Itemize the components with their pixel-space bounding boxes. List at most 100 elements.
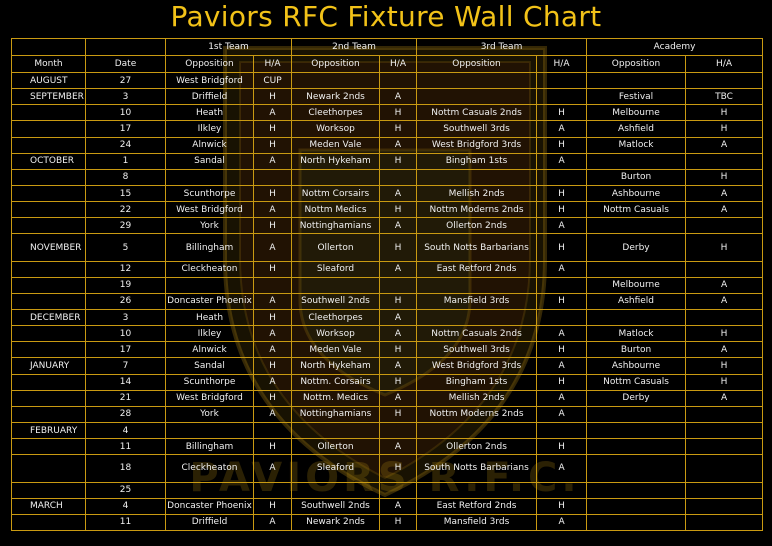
- first-team-opposition-cell: York: [165, 405, 254, 424]
- first-team-ha-cell: H: [253, 357, 292, 375]
- second-team-opposition-cell: Southwell 2nds: [291, 497, 380, 515]
- fixture-row: 14 Scunthorpe A Nottm. Corsairs H Bingham 1st…: [11, 373, 764, 391]
- fixture-row: SEPTEMBER 3 Driffield H Newark 2nds A Festival…: [11, 88, 764, 106]
- second-team-opposition-cell: Worksop: [291, 120, 380, 138]
- academy-opposition-cell: [586, 405, 687, 424]
- date-cell: 17: [85, 341, 166, 359]
- second-team-opposition-cell: [291, 481, 380, 499]
- second-team-ha-cell: H: [378, 454, 418, 483]
- second-team-opposition-cell: Nottm Medics: [291, 201, 380, 219]
- second-team-opposition-cell: Cleethorpes: [291, 309, 380, 327]
- first-team-opposition-cell: [165, 276, 254, 294]
- third-team-opposition-cell: Nottm Moderns 2nds: [416, 201, 538, 219]
- fixture-row: 28 York A Nottinghamians H Nottm Moderns 2nds…: [11, 405, 764, 424]
- third-team-ha-cell: H: [536, 104, 588, 122]
- fixture-row: OCTOBER 1 Sandal A North Hykeham H Bingham 1st…: [11, 152, 764, 170]
- first-team-opposition-cell: West Bridgford: [165, 201, 254, 219]
- third-team-opposition-cell: [416, 71, 538, 90]
- date-cell: 11: [85, 513, 166, 532]
- academy-opposition-cell: Nottm Casuals: [586, 201, 687, 219]
- first-team-opposition-cell: Billingham: [165, 438, 254, 456]
- fixture-row: NOVEMBER 5 Billingham A Ollerton H South Notts…: [11, 233, 764, 262]
- third-team-opposition-cell: Bingham 1sts: [416, 152, 538, 170]
- second-team-ha-cell: A: [378, 136, 418, 154]
- second-team-opposition-cell: Sleaford: [291, 260, 380, 278]
- academy-ha-cell: A: [685, 292, 764, 311]
- second-team-ha-cell: A: [378, 389, 418, 407]
- third-team-ha-cell: A: [536, 260, 588, 278]
- month-cell: [11, 373, 86, 391]
- date-cell: 19: [85, 276, 166, 294]
- academy-ha-cell: [685, 260, 764, 278]
- academy-ha-cell: [685, 438, 764, 456]
- third-team-ha-cell: H: [536, 233, 588, 262]
- second-team-ha-cell: A: [378, 497, 418, 515]
- third-team-ha-cell: A: [536, 120, 588, 138]
- second-team-opposition-cell: [291, 422, 380, 440]
- fixture-row: 22 West Bridgford A Nottm Medics H Nottm Mode…: [11, 201, 764, 219]
- fixture-rows: AUGUST 27 West Bridgford CUP SEPTEMBER 3 Driff…: [11, 71, 764, 532]
- second-team-ha-cell: A: [378, 88, 418, 106]
- fixture-row: 12 Cleckheaton H Sleaford A East Retford 2nds…: [11, 260, 764, 278]
- corner-cell: [85, 38, 166, 56]
- first-team-ha-cell: H: [253, 217, 292, 235]
- fixture-row: 10 Heath A Cleethorpes H Nottm Casuals 2nds H M…: [11, 104, 764, 122]
- month-cell: [11, 438, 86, 456]
- first-team-ha-cell: A: [253, 454, 292, 483]
- column-header: Date: [85, 55, 166, 73]
- third-team-ha-cell: A: [536, 152, 588, 170]
- fixture-row: 19 Melbourne A: [11, 276, 764, 294]
- second-team-ha-cell: H: [378, 233, 418, 262]
- academy-ha-cell: H: [685, 357, 764, 375]
- date-cell: 17: [85, 120, 166, 138]
- second-team-ha-cell: A: [378, 217, 418, 235]
- third-team-opposition-cell: [416, 168, 538, 186]
- third-team-opposition-cell: Mellish 2nds: [416, 184, 538, 203]
- second-team-ha-cell: [378, 481, 418, 499]
- group-header-3rd-team: 3rd Team: [416, 38, 588, 56]
- second-team-ha-cell: A: [378, 309, 418, 327]
- first-team-opposition-cell: Cleckheaton: [165, 260, 254, 278]
- second-team-ha-cell: H: [378, 292, 418, 311]
- column-header: Opposition: [416, 55, 538, 73]
- date-cell: 4: [85, 497, 166, 515]
- academy-opposition-cell: Matlock: [586, 136, 687, 154]
- second-team-ha-cell: H: [378, 513, 418, 532]
- academy-ha-cell: A: [685, 276, 764, 294]
- second-team-ha-cell: H: [378, 120, 418, 138]
- academy-opposition-cell: Festival: [586, 88, 687, 106]
- first-team-opposition-cell: Heath: [165, 309, 254, 327]
- second-team-opposition-cell: Cleethorpes: [291, 104, 380, 122]
- first-team-ha-cell: A: [253, 405, 292, 424]
- academy-opposition-cell: Melbourne: [586, 104, 687, 122]
- academy-opposition-cell: Derby: [586, 389, 687, 407]
- academy-ha-cell: [685, 497, 764, 515]
- second-team-ha-cell: A: [378, 438, 418, 456]
- second-team-ha-cell: H: [378, 341, 418, 359]
- second-team-ha-cell: H: [378, 104, 418, 122]
- fixture-row: AUGUST 27 West Bridgford CUP: [11, 71, 764, 90]
- first-team-opposition-cell: Driffield: [165, 513, 254, 532]
- first-team-opposition-cell: Ilkley: [165, 120, 254, 138]
- date-cell: 11: [85, 438, 166, 456]
- academy-opposition-cell: [586, 71, 687, 90]
- fixture-row: 25: [11, 481, 764, 499]
- academy-ha-cell: [685, 481, 764, 499]
- fixture-table: 1st Team 2nd Team 3rd Team Academy Month…: [11, 38, 764, 532]
- academy-ha-cell: [685, 217, 764, 235]
- date-cell: 3: [85, 88, 166, 106]
- third-team-opposition-cell: West Bridgford 3rds: [416, 357, 538, 375]
- third-team-ha-cell: [536, 168, 588, 186]
- first-team-ha-cell: H: [253, 260, 292, 278]
- third-team-ha-cell: [536, 309, 588, 327]
- third-team-opposition-cell: [416, 422, 538, 440]
- fixture-row: 24 Alnwick H Meden Vale A West Bridgford 3rds…: [11, 136, 764, 154]
- academy-opposition-cell: Burton: [586, 341, 687, 359]
- month-cell: [11, 136, 86, 154]
- date-cell: 24: [85, 136, 166, 154]
- date-cell: 21: [85, 389, 166, 407]
- third-team-opposition-cell: Southwell 3rds: [416, 341, 538, 359]
- fixture-row: FEBRUARY 4: [11, 422, 764, 440]
- date-cell: 22: [85, 201, 166, 219]
- third-team-ha-cell: H: [536, 438, 588, 456]
